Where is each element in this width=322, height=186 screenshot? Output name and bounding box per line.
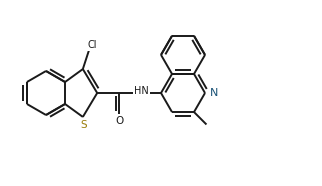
- Text: O: O: [115, 116, 123, 126]
- Text: S: S: [80, 120, 87, 130]
- Text: HN: HN: [134, 86, 148, 96]
- Text: N: N: [210, 88, 218, 98]
- Text: Cl: Cl: [87, 40, 97, 50]
